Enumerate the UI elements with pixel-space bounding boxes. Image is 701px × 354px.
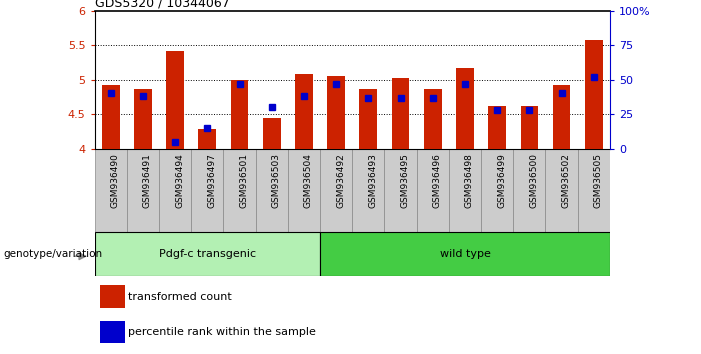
Bar — [416, 149, 449, 232]
Bar — [513, 149, 545, 232]
Bar — [552, 85, 571, 149]
Text: GSM936494: GSM936494 — [175, 153, 184, 207]
Text: GSM936505: GSM936505 — [594, 153, 603, 208]
Bar — [159, 149, 191, 232]
Bar — [198, 129, 216, 149]
Text: wild type: wild type — [440, 249, 491, 259]
Bar — [578, 149, 610, 232]
Bar — [166, 51, 184, 149]
Bar — [521, 106, 538, 149]
Bar — [585, 40, 603, 149]
Text: GSM936498: GSM936498 — [465, 153, 474, 208]
Bar — [392, 78, 409, 149]
Text: percentile rank within the sample: percentile rank within the sample — [128, 327, 315, 337]
Bar — [320, 149, 353, 232]
Text: GSM936502: GSM936502 — [562, 153, 571, 208]
Bar — [327, 75, 345, 149]
Text: GSM936496: GSM936496 — [433, 153, 442, 208]
Bar — [320, 232, 610, 276]
Text: GSM936503: GSM936503 — [272, 153, 280, 208]
Bar — [481, 149, 513, 232]
Text: GSM936497: GSM936497 — [207, 153, 217, 208]
Bar — [191, 149, 224, 232]
Bar — [134, 88, 152, 149]
Bar — [295, 74, 313, 149]
Text: GSM936499: GSM936499 — [497, 153, 506, 208]
Text: GSM936504: GSM936504 — [304, 153, 313, 208]
Text: transformed count: transformed count — [128, 292, 231, 302]
Bar — [256, 149, 288, 232]
Bar — [424, 88, 442, 149]
Text: GSM936493: GSM936493 — [368, 153, 377, 208]
Bar — [353, 149, 384, 232]
Bar — [545, 149, 578, 232]
Text: GSM936495: GSM936495 — [400, 153, 409, 208]
Bar — [95, 232, 320, 276]
Bar — [102, 85, 120, 149]
Bar — [449, 149, 481, 232]
Text: GSM936491: GSM936491 — [143, 153, 152, 208]
Bar — [360, 88, 377, 149]
Bar — [384, 149, 416, 232]
Bar — [231, 80, 248, 149]
Text: GDS5320 / 10344067: GDS5320 / 10344067 — [95, 0, 229, 10]
Bar — [224, 149, 256, 232]
Bar — [489, 106, 506, 149]
Bar — [100, 321, 125, 343]
Text: GSM936501: GSM936501 — [240, 153, 249, 208]
Bar — [288, 149, 320, 232]
Bar — [100, 285, 125, 308]
Text: GSM936500: GSM936500 — [529, 153, 538, 208]
Bar — [263, 118, 280, 149]
Text: GSM936492: GSM936492 — [336, 153, 345, 207]
Bar — [127, 149, 159, 232]
Bar — [95, 149, 127, 232]
Text: GSM936490: GSM936490 — [111, 153, 120, 208]
Text: Pdgf-c transgenic: Pdgf-c transgenic — [159, 249, 256, 259]
Bar — [456, 68, 474, 149]
Text: genotype/variation: genotype/variation — [4, 249, 102, 259]
